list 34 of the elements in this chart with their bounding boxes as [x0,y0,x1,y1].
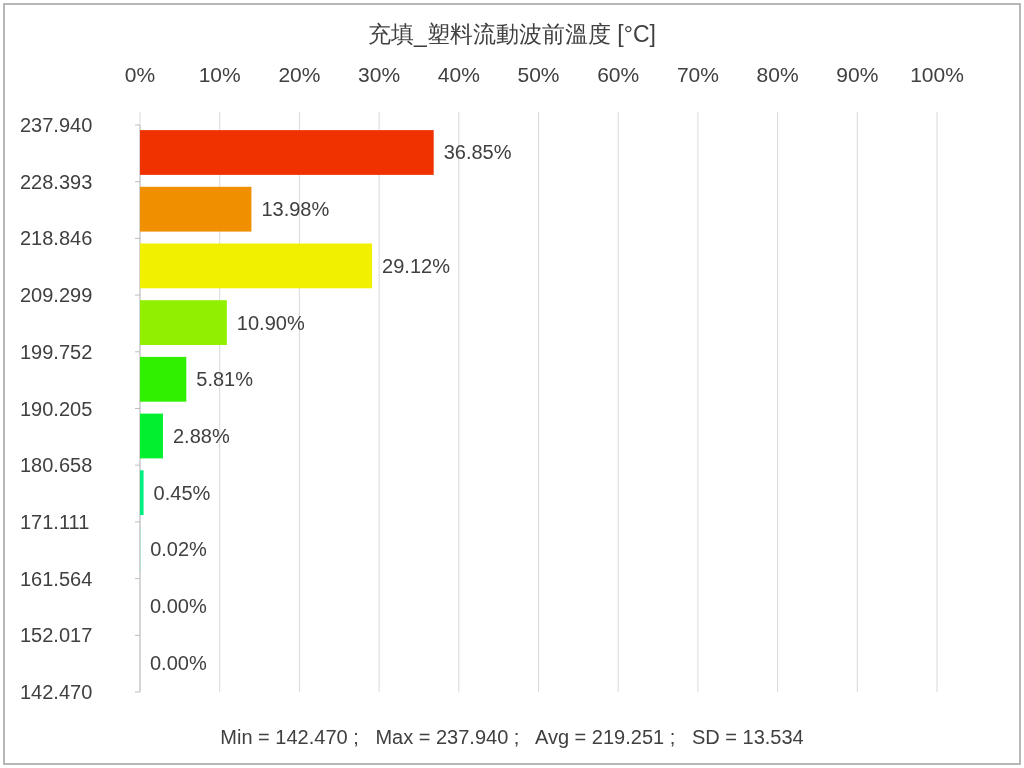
x-tick-label: 90% [836,63,879,86]
y-tick-label: 218.846 [20,227,93,250]
y-tick-label: 237.940 [20,114,93,136]
chart-title: 充填_塑料流動波前溫度 [°C] [368,21,656,47]
data-label: 29.12% [382,254,451,277]
text: Min = 142.470 ; Max = 237.940 ; Avg = 219.251 ; SD = 13.534 [220,726,804,748]
y-tick-label: 171.111 [20,510,90,533]
y-tick-label: 209.299 [20,284,93,307]
y-tick-label: 161.564 [20,567,93,590]
y-tick-label: 228.393 [20,170,93,193]
data-label: 13.98% [261,198,330,221]
x-tick-label: 20% [278,63,321,86]
y-tick-label: 180.658 [20,454,93,477]
y-tick-label: 199.752 [20,340,93,363]
x-tick-label: 50% [517,63,560,86]
x-tick-label: 30% [358,63,401,86]
data-label: 0.00% [150,651,207,674]
data-label: 2.88% [172,425,230,447]
y-tick-label: 152.017 [20,624,93,647]
x-tick-label: 0% [124,63,156,86]
data-label: 5.81% [196,368,254,391]
y-tick-label: 190.205 [20,397,93,420]
data-label: 36.85% [443,141,512,164]
x-tick-label: 40% [437,63,480,86]
x-tick-label: 100% [910,63,964,86]
data-label: 0.00% [150,595,207,618]
x-tick-label: 60% [597,63,640,86]
data-label: 0.45% [153,481,211,504]
y-tick-label: 142.470 [20,681,93,703]
data-label: 0.02% [150,538,208,561]
x-tick-label: 70% [676,63,719,86]
data-label: 10.90% [236,311,305,334]
x-tick-label: 80% [756,63,799,86]
x-tick-label: 10% [198,63,241,86]
